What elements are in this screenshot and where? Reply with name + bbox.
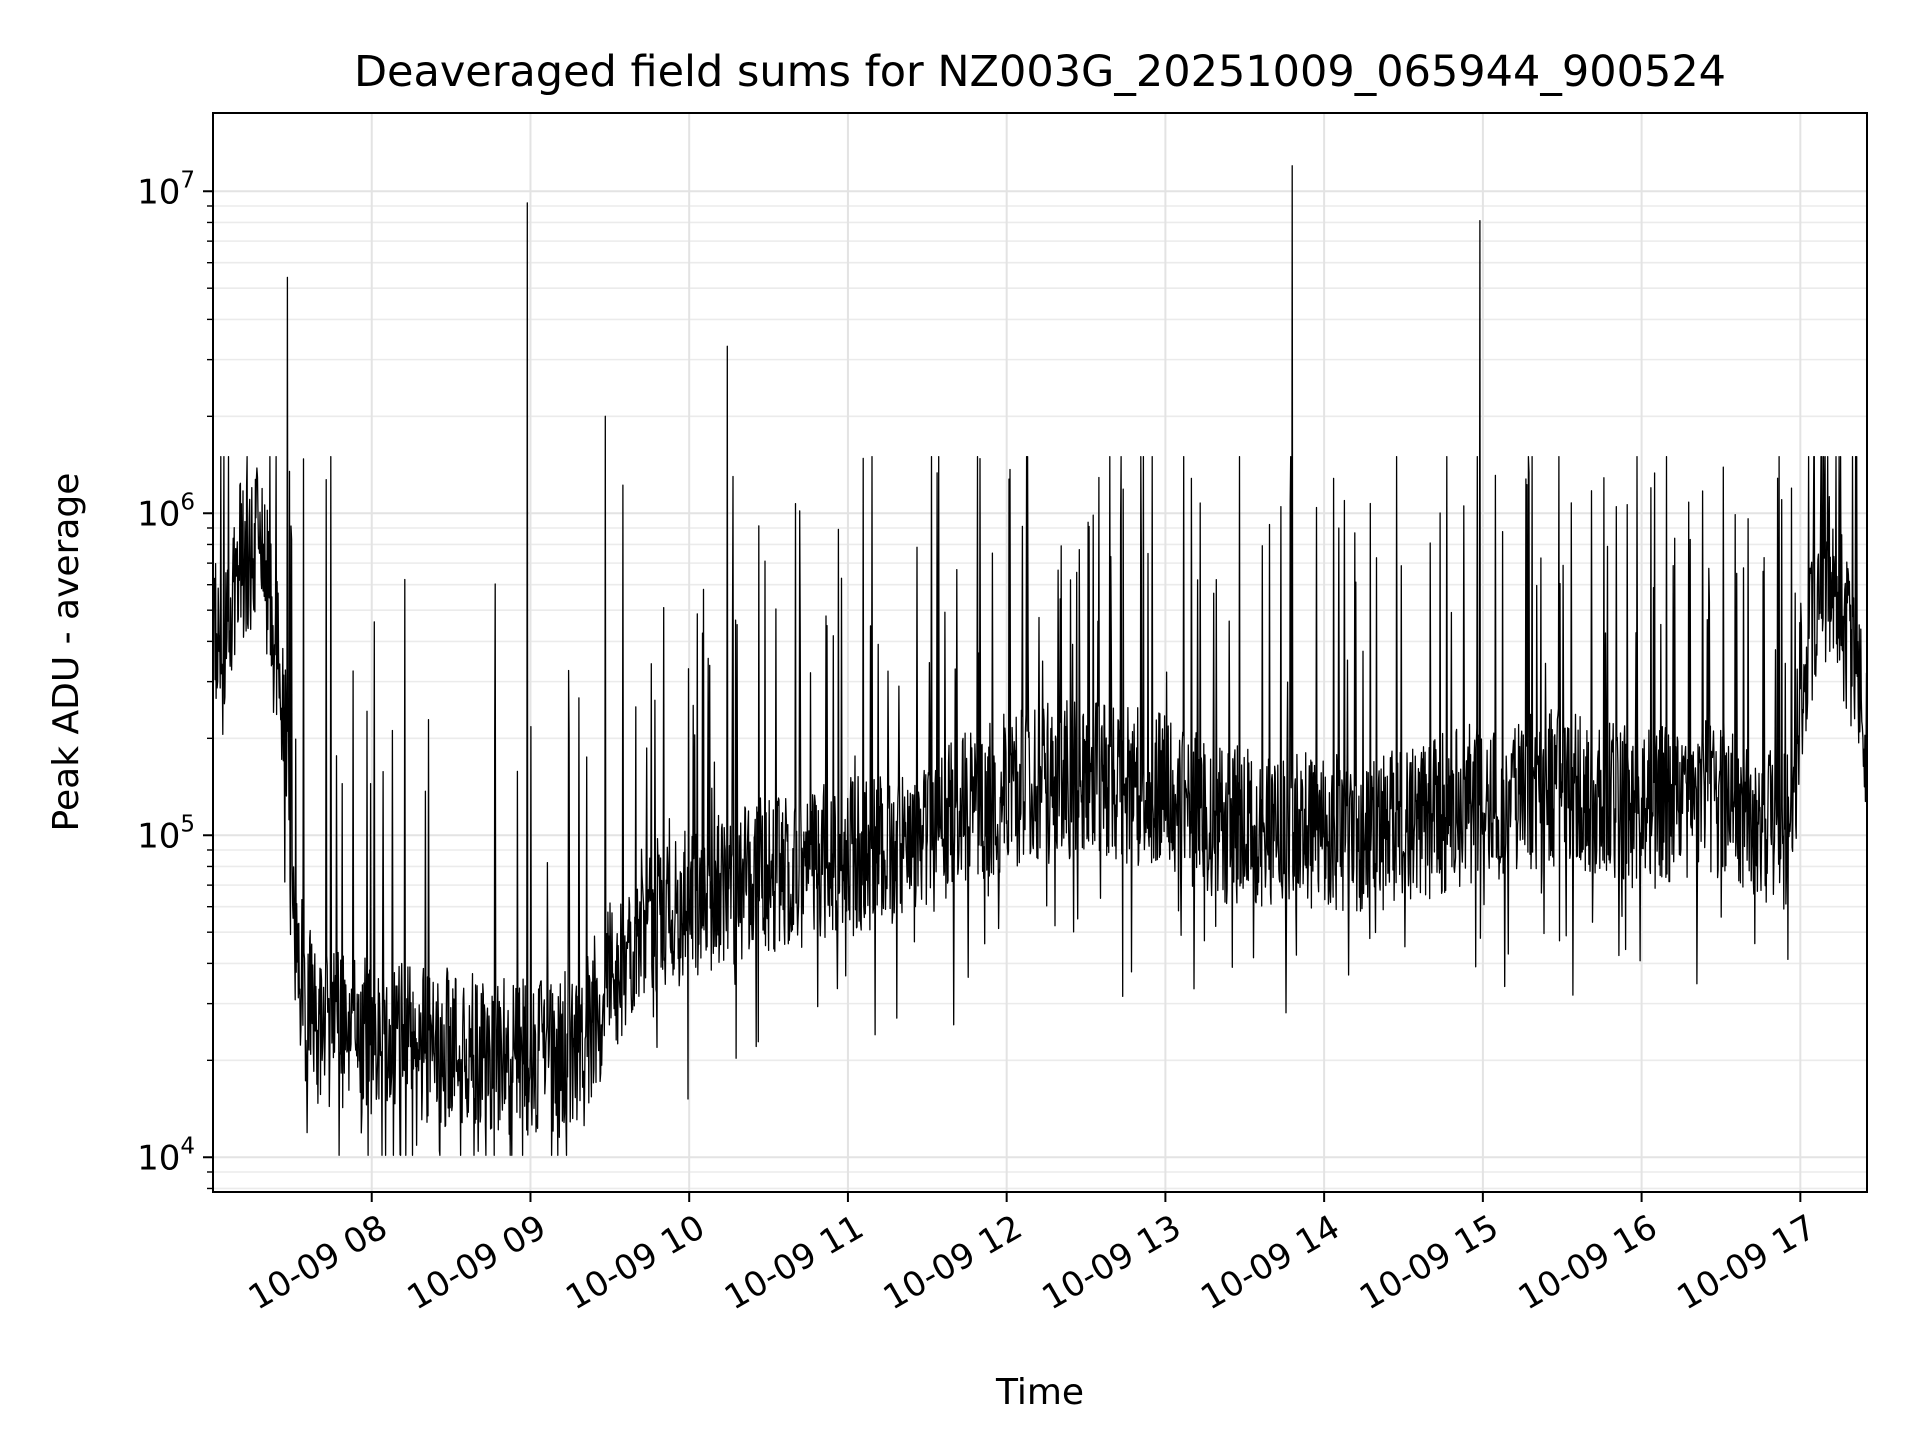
plot-frame: [212, 112, 1868, 1193]
series-line: [212, 165, 1868, 1156]
x-axis-label: Time: [995, 1372, 1084, 1413]
series-layer: [212, 165, 1868, 1156]
y-axis-label: Peak ADU - average: [46, 473, 87, 832]
y-tick-label: 107: [137, 167, 195, 212]
y-tick-label: 105: [137, 811, 195, 856]
chart-title: Deaveraged field sums for NZ003G_2025100…: [354, 47, 1726, 97]
y-tick-label: 106: [137, 489, 195, 534]
y-axis: 104 105 106 107: [137, 167, 213, 1190]
y-tick-label: 104: [137, 1133, 195, 1178]
